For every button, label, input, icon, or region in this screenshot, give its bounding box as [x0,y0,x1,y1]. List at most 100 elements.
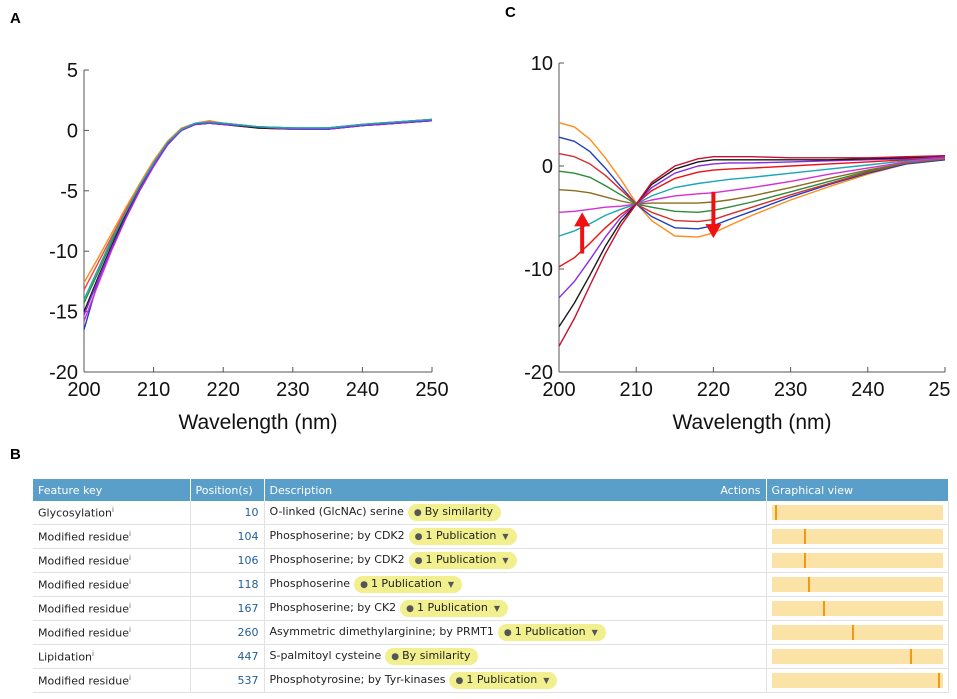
feature-key-cell: Modified residuei [33,572,191,597]
feature-key: Modified residue [38,530,129,544]
feature-position-marker[interactable] [938,673,941,688]
sequence-bar[interactable] [771,577,943,592]
evidence-label: By similarity [424,505,494,518]
feature-position-marker[interactable] [852,625,855,640]
tag-icon: ● [406,604,415,614]
table-row: Modified residuei 106 Phosphoserine; by CD… [33,548,949,573]
position-link[interactable]: 118 [237,578,259,591]
feature-position-marker[interactable] [804,553,807,568]
position-cell[interactable]: 167 [190,596,265,621]
x-tick-label: 250 [928,379,950,401]
info-icon[interactable]: i [129,625,131,634]
header-position[interactable]: Position(s) [190,479,265,501]
evidence-badge[interactable]: ● 1 Publication ▼ [497,624,606,641]
table-row: Lipidationi 447 S-palmitoyl cysteine ● By si… [33,644,949,669]
description-cell: S-palmitoyl cysteine ● By similarity [264,644,767,669]
graphical-view-cell [766,548,949,573]
position-link[interactable]: 447 [237,650,259,663]
description-cell: Phosphoserine; by CDK2 ● 1 Publication ▼ [264,548,767,573]
description-text: Phosphoserine; by CK2 [269,601,397,614]
position-cell[interactable]: 104 [190,524,265,549]
feature-position-marker[interactable] [803,529,806,544]
feature-key-cell: Modified residuei [33,596,191,621]
sequence-bar[interactable] [771,601,943,616]
position-cell[interactable]: 260 [190,620,265,645]
description-text: Phosphoserine; by CDK2 [269,553,405,566]
evidence-label: 1 Publication [370,577,442,590]
description-text: S-palmitoyl cysteine [269,649,382,662]
feature-key-cell: Modified residuei [33,548,191,573]
series-line-trace-3 [558,152,946,223]
evidence-badge[interactable]: ● 1 Publication ▼ [408,552,517,569]
evidence-label: By similarity [402,649,471,662]
header-description-label: Description [269,483,333,497]
position-link[interactable]: 167 [237,602,259,615]
header-feature-key[interactable]: Feature key [33,479,191,501]
chevron-down-icon[interactable]: ▼ [502,532,509,541]
sequence-bar[interactable] [771,649,943,664]
description-text: Phosphotyrosine; by Tyr-kinases [269,673,446,686]
graphical-view-cell [766,620,949,645]
chevron-down-icon[interactable]: ▼ [493,604,501,613]
evidence-badge[interactable]: ● 1 Publication ▼ [449,672,558,689]
evidence-label: 1 Publication [466,673,538,686]
header-description[interactable]: Description Actions [264,479,767,501]
sequence-bar[interactable] [771,505,943,520]
position-cell[interactable]: 537 [190,668,265,693]
y-tick-label: -10 [524,259,553,281]
chevron-down-icon[interactable]: ▼ [543,676,550,685]
info-icon[interactable]: i [129,529,131,538]
sequence-bar[interactable] [771,553,943,568]
sequence-bar[interactable] [771,529,943,544]
feature-position-marker[interactable] [910,649,913,664]
feature-position-marker[interactable] [774,505,777,520]
position-link[interactable]: 106 [237,554,259,567]
graphical-view-cell [766,501,949,525]
evidence-badge[interactable]: ● By similarity [407,504,502,521]
position-cell[interactable]: 447 [190,644,265,669]
position-link[interactable]: 260 [237,626,259,639]
evidence-badge[interactable]: ● By similarity [385,648,479,665]
feature-position-marker[interactable] [808,577,811,592]
x-tick-label: 240 [851,379,884,401]
y-tick-label: -10 [49,241,78,263]
feature-key-cell: Lipidationi [33,644,191,669]
evidence-badge[interactable]: ● 1 Publication ▼ [400,600,509,617]
info-icon[interactable]: i [129,577,131,586]
chevron-down-icon[interactable]: ▼ [502,556,509,565]
series-line-trace-1 [83,120,433,291]
header-graphical-view: Graphical view [766,479,949,501]
feature-key: Modified residue [38,602,129,616]
panel-label-a: A [10,10,21,27]
evidence-label: 1 Publication [514,625,586,638]
position-cell[interactable]: 106 [190,548,265,573]
sequence-bar[interactable] [771,673,943,688]
feature-position-marker[interactable] [823,601,826,616]
series-line-trace-6 [558,157,946,213]
x-tick-label: 230 [276,379,309,401]
tag-icon: ● [414,532,423,542]
description-cell: O-linked (GlcNAc) serine ● By similarity [264,501,767,525]
position-link[interactable]: 537 [237,674,259,687]
x-tick-label: 200 [67,379,100,401]
info-icon[interactable]: i [129,601,131,610]
info-icon[interactable]: i [111,505,114,514]
panel-label-b: B [10,446,21,463]
x-axis-label: Wavelength (nm) [672,411,831,434]
chevron-down-icon[interactable]: ▼ [591,628,598,637]
info-icon[interactable]: i [129,553,131,562]
evidence-badge[interactable]: ● 1 Publication ▼ [408,528,517,545]
position-link[interactable]: 104 [237,530,259,543]
sequence-bar[interactable] [771,625,943,640]
y-tick-label: 0 [542,156,553,178]
position-link[interactable]: 10 [244,506,259,519]
table-row: Modified residuei 260 Asymmetric dimethyla… [33,620,949,645]
info-icon[interactable]: i [92,649,94,658]
position-cell[interactable]: 118 [190,572,265,597]
y-tick-label: -5 [60,181,78,203]
position-cell[interactable]: 10 [190,501,265,525]
chevron-down-icon[interactable]: ▼ [447,580,454,589]
evidence-badge[interactable]: ● 1 Publication ▼ [354,576,462,593]
tag-icon: ● [414,556,423,566]
info-icon[interactable]: i [129,673,131,682]
